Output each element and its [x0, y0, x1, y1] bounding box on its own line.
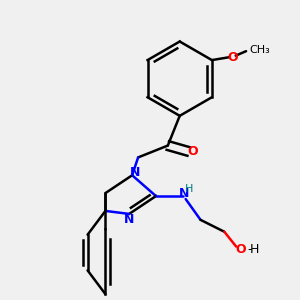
Text: N: N: [179, 187, 189, 200]
Text: O: O: [235, 243, 246, 256]
Text: H: H: [249, 243, 259, 256]
Text: CH₃: CH₃: [249, 45, 270, 55]
Text: O: O: [227, 51, 238, 64]
Text: N: N: [124, 213, 134, 226]
Text: N: N: [130, 166, 140, 179]
Text: O: O: [188, 145, 198, 158]
Text: H: H: [185, 184, 194, 194]
Text: -: -: [247, 243, 252, 256]
